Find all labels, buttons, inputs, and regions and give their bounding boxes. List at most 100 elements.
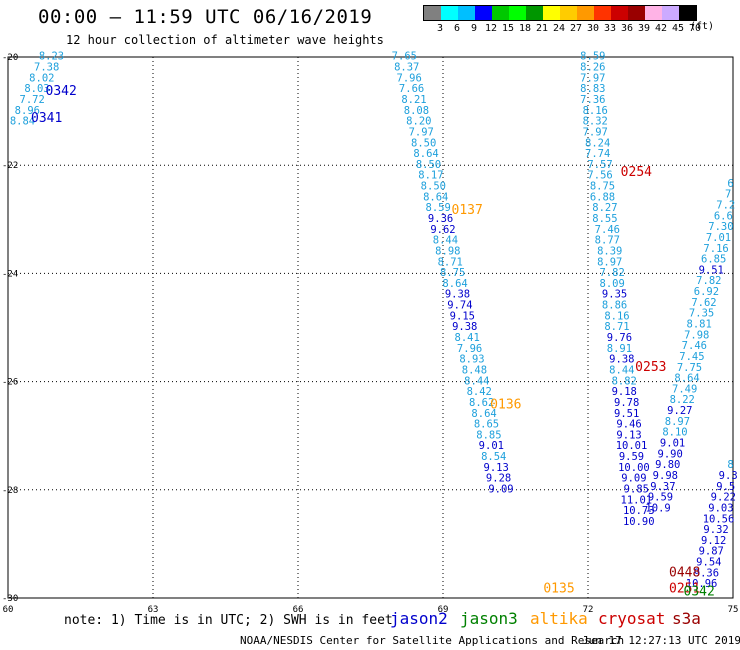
pass-number-label: 0448 (669, 565, 700, 580)
x-tick-label: 66 (293, 605, 304, 615)
legend-label: 33 (603, 23, 617, 34)
wave-height-value: 8.16 (583, 105, 608, 117)
wave-height-value: 8.21 (401, 94, 426, 106)
legend-swatch (662, 6, 679, 20)
wave-height-value: 8.62 (469, 397, 494, 409)
wave-height-value: 8.64 (413, 148, 438, 160)
legend-label: 18 (518, 23, 532, 34)
legend-label: 12 (484, 23, 498, 34)
wave-height-value: 7.46 (595, 224, 620, 236)
y-tick-label: -30 (2, 594, 18, 604)
wave-height-value: 9.36 (428, 213, 453, 225)
wave-height-value: 8.55 (592, 213, 617, 225)
legend-label: 15 (501, 23, 515, 34)
y-tick-label: -24 (2, 269, 18, 279)
wave-height-value: 8.48 (462, 364, 487, 376)
wave-height-value: 8.26 (580, 62, 605, 74)
wave-height-value: 6.85 (701, 254, 726, 266)
legend-swatch (560, 6, 577, 20)
wave-height-value: 6.92 (694, 286, 719, 298)
pass-number-label: 0136 (490, 398, 521, 413)
wave-height-value: 9.85 (624, 484, 649, 496)
wave-height-value: 8.50 (411, 137, 436, 149)
wave-height-value: 7.75 (677, 362, 702, 374)
legend-label: 24 (552, 23, 566, 34)
wave-height-value: 7.16 (703, 243, 728, 255)
wave-height-value: 7.97 (580, 72, 605, 84)
wave-height-value: 8.75 (590, 181, 615, 193)
wave-height-value: 9.03 (708, 502, 733, 514)
wave-height-value: 11.01 (621, 494, 653, 506)
wave-height-value: 8.93 (459, 354, 484, 366)
wave-height-value: 8.64 (471, 408, 496, 420)
page-title: 00:00 — 11:59 UTC 06/16/2019 (38, 6, 373, 28)
legend-label: 42 (654, 23, 668, 34)
legend-label: 36 (620, 23, 634, 34)
wave-height-value: 8.84 (10, 116, 35, 128)
pass-number-label: 0342 (46, 84, 77, 99)
satellite-legend-item: jason2 (390, 609, 448, 628)
wave-height-value: 8.64 (423, 191, 448, 203)
wave-height-value: 7.98 (684, 329, 709, 341)
wave-height-value: 7.72 (20, 94, 45, 106)
legend-label: 9 (470, 23, 478, 34)
wave-height-value: 9.62 (430, 224, 455, 236)
wave-height-value: 8.64 (442, 278, 467, 290)
y-tick-label: -22 (2, 161, 18, 171)
wave-height-value: 8.71 (438, 256, 463, 268)
wave-height-value: 9.28 (486, 473, 511, 485)
wave-height-value: 8.44 (464, 375, 489, 387)
wave-height-value: 8.41 (455, 332, 480, 344)
wave-height-value: 9.98 (653, 470, 678, 482)
altimeter-tracks: 8.237.388.028.037.728.968.847.658.377.96… (10, 51, 738, 590)
wave-height-value: 7.30 (708, 221, 733, 233)
legend-label: 6 (453, 23, 461, 34)
wave-height-value: 9.01 (660, 438, 685, 450)
legend-swatch (475, 6, 492, 20)
wave-height-value: 7.82 (600, 267, 625, 279)
legend-swatch (458, 6, 475, 20)
wave-height-value: 8.97 (665, 416, 690, 428)
pass-number-label: 0251 (669, 582, 700, 597)
pass-number-label: 0253 (635, 360, 666, 375)
wave-height-value: 10.00 (618, 462, 650, 474)
wave-height-value: 8.91 (607, 343, 632, 355)
map-frame (7, 56, 734, 599)
wave-height-value: 8.16 (604, 310, 629, 322)
wave-height-value: 8.59 (580, 51, 605, 63)
wave-height-value: 8.98 (435, 245, 460, 257)
wave-height-value: 7.96 (457, 343, 482, 355)
legend-swatch (492, 6, 509, 20)
legend-swatch (628, 6, 645, 20)
wave-height-value: 9.87 (699, 546, 724, 558)
satellite-legend-item: cryosat (598, 609, 666, 628)
wave-height-value: 9.22 (711, 492, 736, 504)
wave-height-value: 8.85 (476, 429, 501, 441)
wave-height-value: 9.15 (450, 310, 475, 322)
pass-number-label: 0254 (621, 165, 652, 180)
wave-height-value: 7.97 (583, 126, 608, 138)
wave-height-value: 8.77 (595, 235, 620, 247)
wave-height-value: 10.9 (645, 502, 670, 514)
map-grid (7, 56, 734, 599)
wave-height-value: 7.45 (679, 351, 704, 363)
wave-height-value: 8.10 (662, 427, 687, 439)
wave-height-value: 8.81 (687, 319, 712, 331)
wave-height-value: 10.56 (703, 513, 735, 525)
wave-height-value: 8.50 (421, 181, 446, 193)
color-legend: 3 6 9 12 15 18 21 24 27 30 33 36 39 42 45 70 (423, 5, 701, 35)
note-text: note: 1) Time is in UTC; 2) SWH is in fe… (64, 613, 393, 628)
wave-height-value: 9.38 (445, 289, 470, 301)
footer-timestamp: Jun 17 12:27:13 UTC 2019 (582, 634, 740, 647)
wave-height-value: 7.57 (587, 159, 612, 171)
wave-height-value: 9.35 (602, 289, 627, 301)
pass-number-label: 0342 (684, 584, 715, 599)
wave-height-value: 8.44 (609, 364, 634, 376)
legend-swatch (526, 6, 543, 20)
wave-height-value: 8.08 (404, 105, 429, 117)
y-tick-label: -20 (2, 53, 18, 63)
wave-height-value: 8.54 (481, 451, 506, 463)
satellite-legend-item: altika (530, 609, 588, 628)
wave-height-value: 7 (725, 189, 731, 201)
